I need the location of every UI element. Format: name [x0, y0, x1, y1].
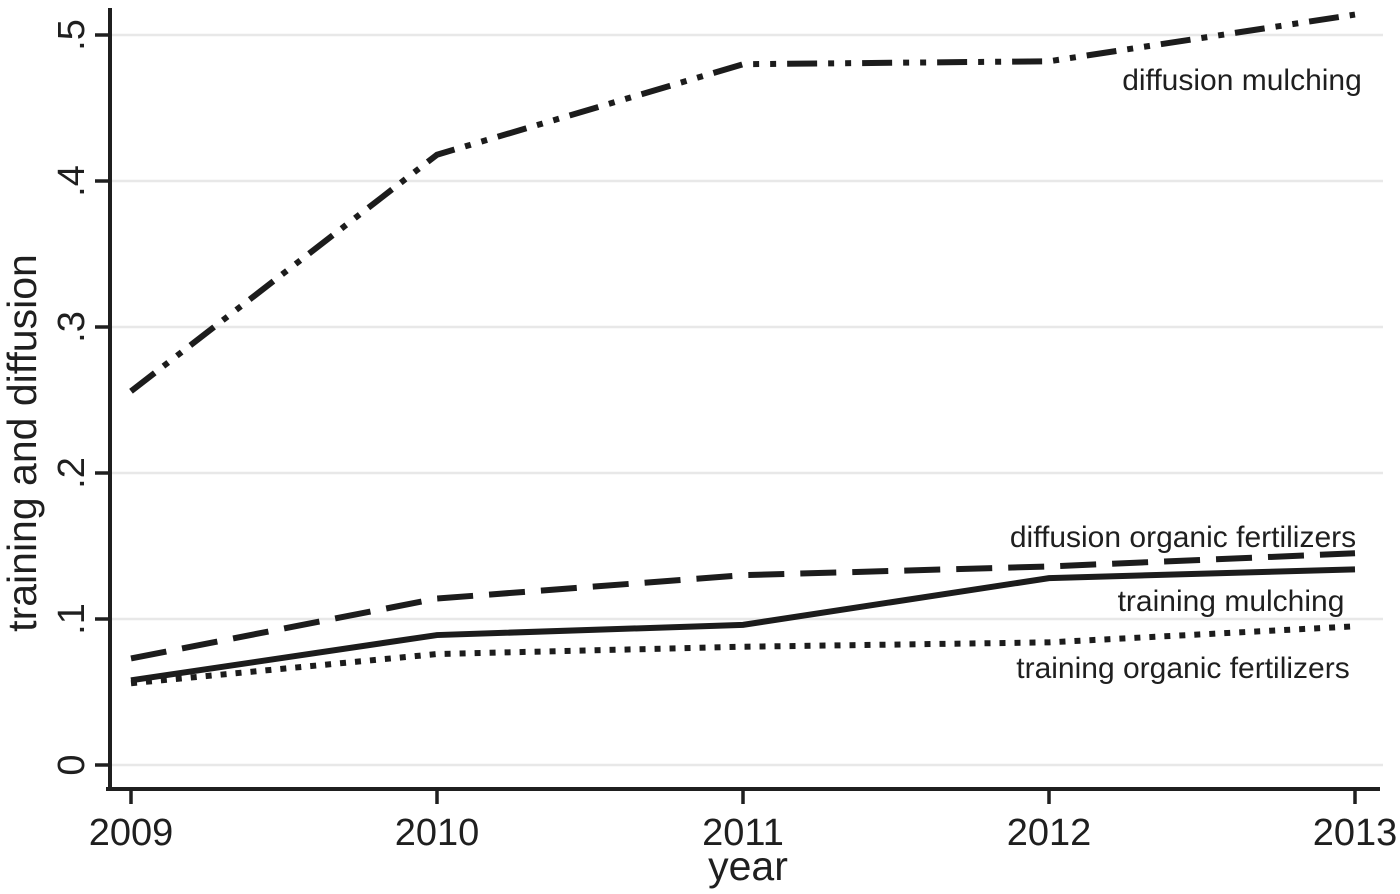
series-label-diffusion-organic-fertilizers: diffusion organic fertilizers: [1010, 521, 1356, 554]
x-tick-label: 2009: [89, 812, 174, 854]
y-tick-label: .4: [51, 165, 93, 197]
x-tick-label: 2012: [1007, 812, 1092, 854]
series-label-diffusion-mulching: diffusion mulching: [1122, 64, 1362, 97]
y-tick-label: .5: [51, 19, 93, 51]
series-line-training-mulching: [130, 566, 1356, 684]
y-axis-title: training and diffusion: [0, 254, 45, 632]
y-tick-label: 0: [51, 754, 93, 775]
series-label-training-organic-fertilizers: training organic fertilizers: [1016, 652, 1349, 685]
x-tick-label: 2010: [395, 812, 480, 854]
grid-layer: [111, 33, 1383, 767]
y-tick-label: .3: [51, 311, 93, 343]
series-label-layer: diffusion mulching diffusion organic fert…: [1010, 64, 1362, 685]
y-tick-label: .2: [51, 457, 93, 489]
series-line-training-organic-fertilizers: [130, 623, 1356, 687]
x-axis-title: year: [708, 843, 788, 889]
series-label-training-mulching: training mulching: [1118, 585, 1345, 618]
y-tick-label: .1: [51, 603, 93, 635]
series-layer: [129, 11, 1356, 687]
axis-layer: 0 .1 .2 .3 .4 .5 2009 2010 2011 2012 2013: [51, 8, 1397, 854]
x-tick-label: 2013: [1313, 812, 1398, 854]
x-tick-label: 2011: [702, 812, 784, 854]
